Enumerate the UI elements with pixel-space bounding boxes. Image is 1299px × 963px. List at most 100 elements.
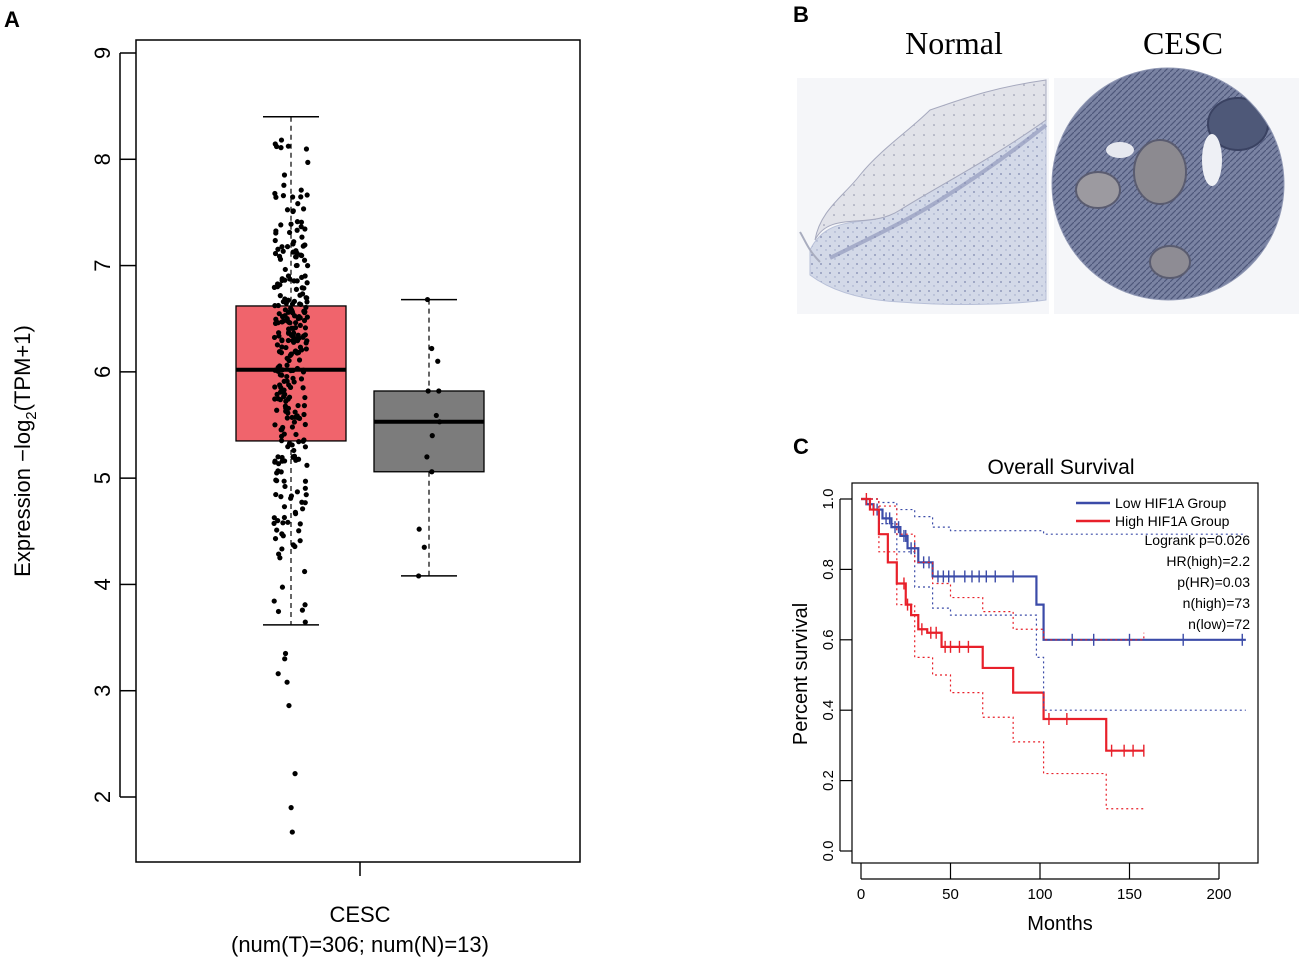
survival-y-tick-label: 1.0 <box>820 489 837 510</box>
tumor-sample-point <box>283 398 289 404</box>
tumor-sample-point <box>286 394 293 400</box>
normal-sample-point <box>424 454 430 460</box>
tumor-sample-point <box>294 262 300 269</box>
tumor-sample-point <box>276 311 282 317</box>
tumor-sample-point <box>278 145 284 151</box>
tumor-sample-point <box>289 424 296 430</box>
tumor-sample-point <box>289 442 295 448</box>
tumor-sample-point <box>298 219 305 225</box>
normal-sample-point <box>429 345 435 352</box>
tumor-sample-point <box>284 355 290 361</box>
tumor-sample-point <box>302 619 308 625</box>
cesc-tumor-nest <box>1133 139 1187 205</box>
tumor-sample-point <box>279 372 285 378</box>
tumor-sample-point <box>275 368 281 374</box>
tumor-sample-point <box>302 325 309 331</box>
tumor-sample-point <box>299 506 306 512</box>
tumor-sample-point <box>297 315 303 321</box>
tumor-sample-point <box>272 422 278 428</box>
tumor-sample-point <box>276 253 283 259</box>
tumor-sample-point <box>298 194 304 200</box>
ylabel-pre: Expression −log <box>10 420 35 577</box>
normal-epithelium-region <box>814 79 1047 241</box>
survival-y-tick-label: 0.0 <box>820 841 837 862</box>
tumor-sample-point <box>294 365 301 372</box>
normal-sample-point <box>416 526 422 532</box>
tumor-sample-point <box>285 330 292 336</box>
tumor-sample-point <box>302 568 308 575</box>
tumor-sample-point <box>302 309 308 315</box>
tumor-sample-point <box>286 382 292 388</box>
tumor-sample-point <box>290 194 296 200</box>
tumor-sample-point <box>292 409 298 415</box>
survival-curves <box>861 493 1246 810</box>
panel-label-b: B <box>793 2 809 27</box>
tumor-sample-point <box>285 337 291 344</box>
tumor-sample-point <box>297 521 303 527</box>
tumor-sample-point <box>298 301 304 308</box>
boxplot-x-label: CESC <box>329 902 390 927</box>
ihc-header-cesc: CESC <box>1143 25 1223 61</box>
tumor-sample-point <box>282 313 288 319</box>
tumor-sample-point <box>271 515 277 521</box>
survival-curve-low-hif1a-ci-upper <box>861 498 1246 535</box>
tumor-sample-point <box>301 403 308 409</box>
tumor-sample-point <box>297 538 303 544</box>
tumor-sample-point <box>274 407 280 413</box>
tumor-sample-point <box>290 375 296 381</box>
survival-frame <box>851 482 1259 864</box>
survival-y-tick-label: 0.8 <box>820 559 837 580</box>
tumor-sample-point <box>291 298 298 304</box>
tumor-sample-point <box>289 829 295 835</box>
boxplot-y-tick-label: 9 <box>90 47 115 59</box>
tumor-sample-point <box>290 454 296 460</box>
tumor-sample-point <box>272 459 278 465</box>
tumor-sample-point <box>284 415 290 421</box>
tumor-sample-point <box>275 518 281 524</box>
boxplot-x-sublabel: (num(T)=306; num(N)=13) <box>231 932 489 957</box>
tumor-sample-point <box>293 248 299 254</box>
ylabel-post: (TPM+1) <box>10 325 35 411</box>
survival-curve-high-hif1a-ci-upper <box>861 498 1145 641</box>
boxplot-y-tick-label: 8 <box>90 153 115 165</box>
survival-title: Overall Survival <box>987 456 1134 479</box>
normal-sample-point <box>421 544 427 550</box>
legend-label-high: High HIF1A Group <box>1115 513 1230 529</box>
tumor-sample-point <box>294 278 300 284</box>
tumor-sample-point <box>290 208 296 214</box>
tumor-sample-point <box>279 367 285 373</box>
normal-sample-point <box>435 358 441 364</box>
tumor-sample-point <box>283 408 289 414</box>
cesc-lumen <box>1202 134 1222 186</box>
ylabel-sub: 2 <box>23 411 40 419</box>
tumor-sample-point <box>281 514 288 521</box>
cesc-tumor-nest <box>1075 171 1121 209</box>
tumor-sample-point <box>303 304 309 311</box>
tumor-sample-point <box>302 444 309 450</box>
tumor-sample-point <box>275 468 281 474</box>
tumor-sample-point <box>288 221 294 227</box>
survival-panel: Overall Survival 0 50 100 150 200 0.0 0.2 0.4 0.… <box>790 456 1259 935</box>
tumor-sample-point <box>275 246 281 252</box>
tumor-sample-point <box>304 295 310 301</box>
survival-y-tick-label: 0.6 <box>820 629 837 650</box>
tumor-sample-point <box>285 519 291 525</box>
tumor-sample-point <box>303 146 310 152</box>
boxplot-y-tick-label: 7 <box>90 259 115 271</box>
survival-axes: 0 50 100 150 200 0.0 0.2 0.4 0.6 0.8 1.0 <box>820 489 1232 903</box>
ihc-header-normal: Normal <box>905 25 1003 61</box>
tumor-sample-point <box>293 431 299 438</box>
tumor-sample-point <box>304 338 310 344</box>
tumor-sample-point <box>279 337 285 343</box>
tumor-sample-point <box>287 276 293 282</box>
tumor-sample-point <box>291 239 297 245</box>
panel-label-c: C <box>793 434 809 459</box>
tumor-sample-point <box>273 491 279 498</box>
tumor-sample-point <box>299 347 305 353</box>
survival-x-tick-label: 150 <box>1117 886 1142 903</box>
tumor-sample-point <box>278 350 285 356</box>
tumor-sample-point <box>286 702 292 709</box>
tumor-sample-point <box>294 338 301 344</box>
tumor-sample-point <box>298 376 305 382</box>
tumor-sample-point <box>284 373 290 380</box>
